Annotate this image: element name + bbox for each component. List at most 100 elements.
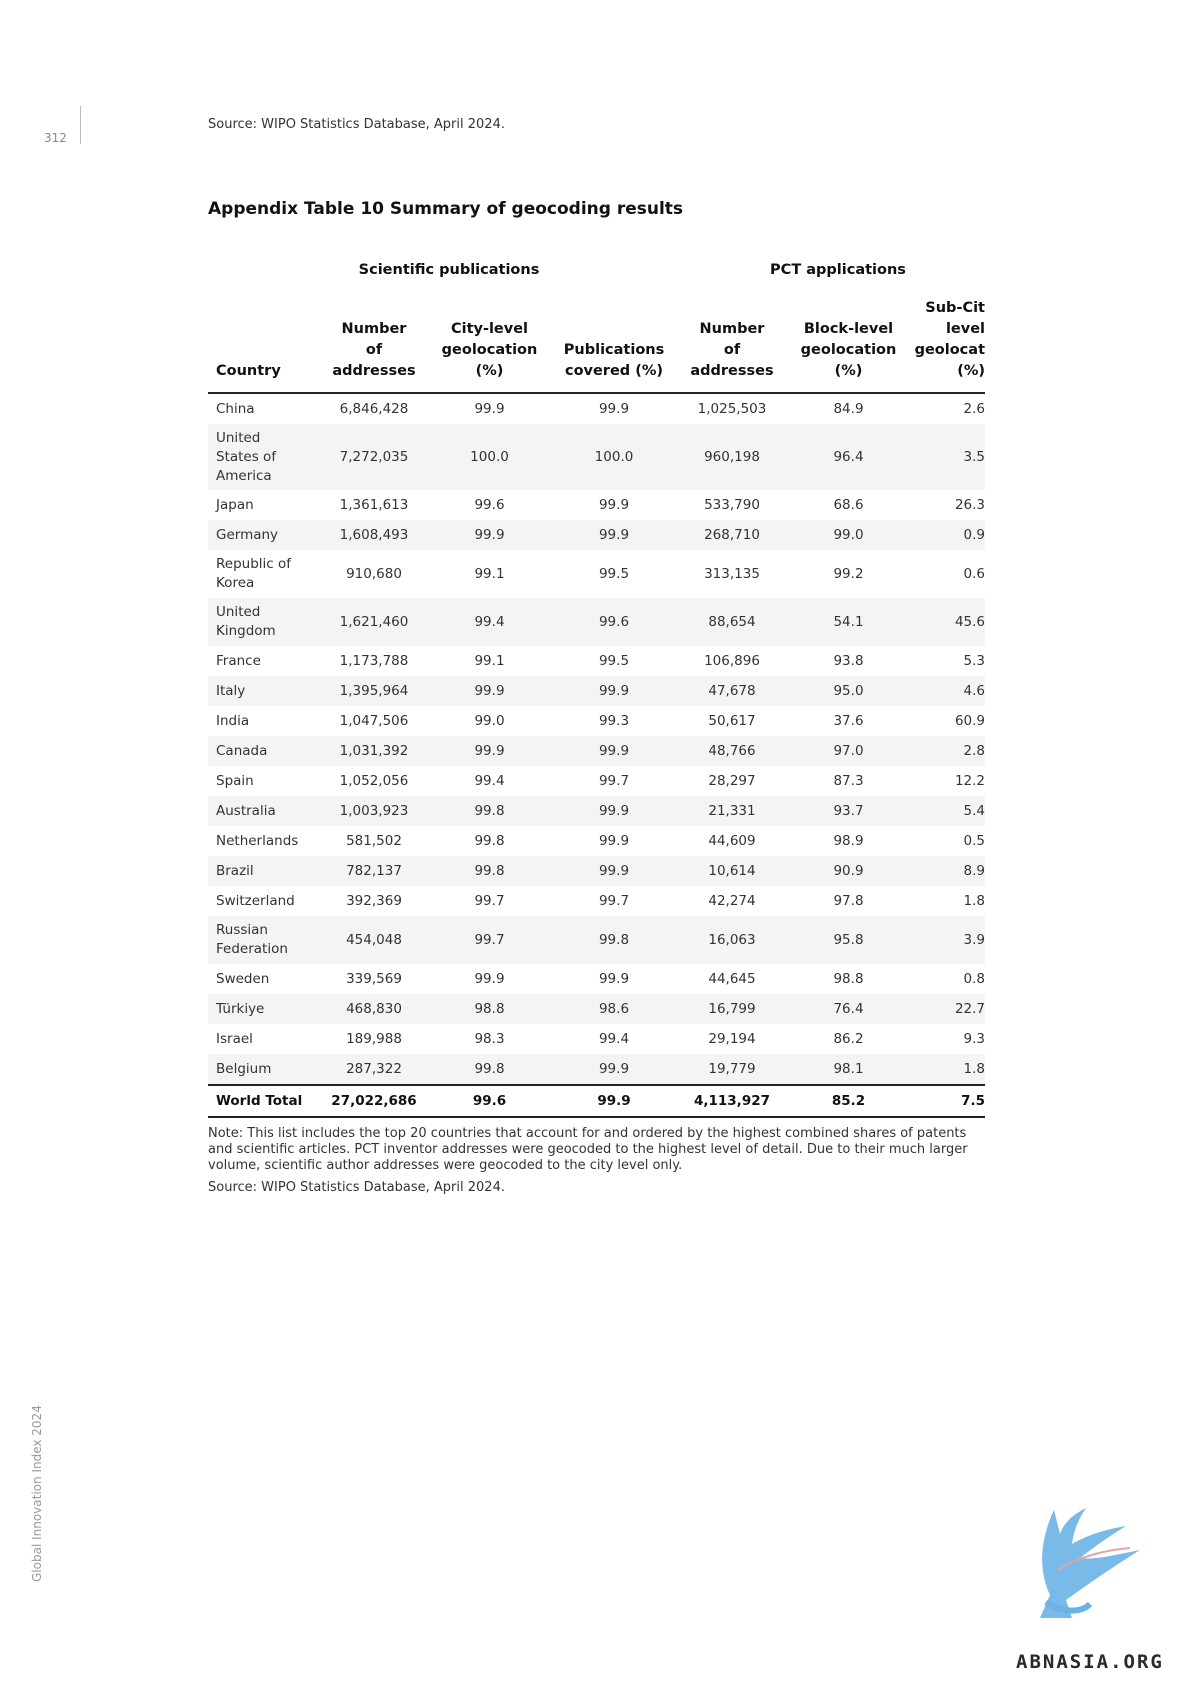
total-pct-addresses: 4,113,927 (673, 1084, 791, 1118)
cell-pubs-covered: 99.6 (555, 598, 673, 646)
cell-city-level: 99.8 (424, 856, 555, 886)
cell-country: Republic of Korea (216, 556, 292, 591)
cell-sci-addresses: 454,048 (324, 916, 424, 964)
cell-city-level: 99.7 (424, 916, 555, 964)
cell-country: Israel (216, 1030, 253, 1047)
cell-pubs-covered: 99.9 (555, 796, 673, 826)
table-row: United States of America 7,272,035 100.0 10… (208, 424, 985, 490)
cell-pubs-covered: 99.7 (598, 772, 630, 789)
cell-pubs-covered: 99.9 (598, 970, 630, 987)
cell-pubs-covered: 99.9 (555, 520, 673, 550)
cell-country: Brazil (208, 856, 324, 886)
cell-sci-addresses: 1,031,392 (324, 736, 424, 766)
cell-country: Russian Federation (208, 916, 324, 964)
total-subcity-level: 7.5 (906, 1084, 985, 1118)
cell-sci-addresses: 339,569 (346, 970, 402, 987)
cell-city-level: 99.9 (424, 736, 555, 766)
cell-pct-addresses: 16,799 (673, 994, 791, 1024)
cell-subcity-level: 2.8 (906, 736, 985, 766)
table-body: China 6,846,428 99.9 99.9 1,025,503 84.9 2.6 Un… (208, 393, 985, 1118)
watermark-logo (1040, 1508, 1140, 1618)
cell-country: United States of America (208, 424, 324, 490)
table-notes: Note: This list includes the top 20 coun… (208, 1126, 988, 1202)
cell-sci-addresses: 189,988 (346, 1030, 402, 1047)
cell-block-level: 99.2 (833, 565, 864, 582)
cell-sci-addresses: 1,361,613 (339, 496, 409, 513)
table-row: Israel 189,988 98.3 99.4 29,194 86.2 9.3 (208, 1024, 985, 1054)
cell-city-level: 99.1 (474, 652, 505, 669)
table-row: Spain 1,052,056 99.4 99.7 28,297 87.3 12.2 (208, 766, 985, 796)
cell-sci-addresses: 1,047,506 (339, 712, 409, 729)
cell-pubs-covered: 99.3 (598, 712, 630, 729)
cell-country: Italy (208, 676, 324, 706)
cell-subcity-level: 5.4 (906, 796, 985, 826)
cell-subcity-level: 3.9 (906, 916, 985, 964)
cell-subcity-level: 26.3 (954, 496, 985, 513)
cell-subcity-level: 12.2 (954, 772, 985, 789)
cell-pct-addresses: 960,198 (673, 424, 791, 490)
cell-subcity-level: 0.5 (963, 832, 985, 849)
cell-pubs-covered: 99.5 (598, 652, 630, 669)
cell-pct-addresses: 19,779 (673, 1054, 791, 1085)
cell-subcity-level: 1.8 (963, 892, 985, 909)
total-pubs-covered: 99.9 (555, 1084, 673, 1118)
cell-pct-addresses: 48,766 (673, 736, 791, 766)
cell-country: United Kingdom (208, 598, 324, 646)
cell-subcity-level: 9.3 (963, 1030, 985, 1047)
total-city-level: 99.6 (424, 1084, 555, 1118)
source-text: Source: WIPO Statistics Database, April … (208, 1180, 505, 1195)
table-row: Sweden 339,569 99.9 99.9 44,645 98.8 0.8 (208, 964, 985, 994)
cell-city-level: 99.7 (474, 892, 505, 909)
cell-city-level: 99.9 (424, 676, 555, 706)
cell-pubs-covered: 99.9 (555, 676, 673, 706)
header-row: Country Number of addresses City-level g… (208, 298, 985, 394)
cell-pubs-covered: 99.9 (598, 400, 630, 417)
cell-city-level: 98.8 (424, 994, 555, 1024)
cell-subcity-level: 0.9 (906, 520, 985, 550)
cell-sci-addresses: 287,322 (324, 1054, 424, 1085)
cell-pct-addresses: 42,274 (708, 892, 756, 909)
cell-city-level: 99.8 (474, 832, 505, 849)
cell-block-level: 98.8 (833, 970, 864, 987)
cell-block-level: 98.1 (791, 1054, 906, 1085)
group-header-scientific: Scientific publications (358, 262, 540, 278)
cell-pubs-covered: 100.0 (555, 424, 673, 490)
cell-sci-addresses: 7,272,035 (324, 424, 424, 490)
table-row: Netherlands 581,502 99.8 99.9 44,609 98.9 0.5 (208, 826, 985, 856)
cell-city-level: 99.0 (474, 712, 505, 729)
cell-block-level: 90.9 (791, 856, 906, 886)
cell-city-level: 99.9 (424, 520, 555, 550)
cell-country: France (216, 652, 261, 669)
header-sci-addresses: Number of addresses (324, 298, 424, 394)
header-subcity-level: Sub-Cit level geolocat (%) (906, 298, 985, 394)
cell-sci-addresses: 581,502 (346, 832, 402, 849)
table-row: China 6,846,428 99.9 99.9 1,025,503 84.9 2.6 (208, 393, 985, 424)
total-sci-addresses: 27,022,686 (324, 1084, 424, 1118)
table-row: Brazil 782,137 99.8 99.9 10,614 90.9 8.9 (208, 856, 985, 886)
cell-pubs-covered: 99.9 (598, 832, 630, 849)
cell-block-level: 95.8 (791, 916, 906, 964)
cell-pubs-covered: 99.9 (555, 1054, 673, 1085)
cell-pct-addresses: 88,654 (673, 598, 791, 646)
cell-country: Türkiye (208, 994, 324, 1024)
table-title: Appendix Table 10 Summary of geocoding r… (208, 199, 684, 219)
cell-country: Germany (208, 520, 324, 550)
group-header-pct: PCT applications (770, 262, 906, 278)
cell-city-level: 99.4 (424, 598, 555, 646)
cell-country: Switzerland (216, 892, 295, 909)
cell-block-level: 95.0 (791, 676, 906, 706)
cell-block-level: 97.8 (833, 892, 864, 909)
cell-subcity-level: 3.5 (906, 424, 985, 490)
cell-country: Australia (208, 796, 324, 826)
cell-subcity-level: 0.8 (963, 970, 985, 987)
cell-country: Canada (208, 736, 324, 766)
cell-block-level: 99.0 (791, 520, 906, 550)
cell-sci-addresses: 910,680 (346, 565, 402, 582)
cell-country: Japan (216, 496, 254, 513)
cell-pct-addresses: 44,609 (708, 832, 756, 849)
header-subcity-text: Sub-Cit level geolocat (%) (914, 300, 985, 379)
cell-subcity-level: 60.9 (954, 712, 985, 729)
cell-subcity-level: 1.8 (906, 1054, 985, 1085)
cell-country: Sweden (216, 970, 270, 987)
cell-pct-addresses: 10,614 (673, 856, 791, 886)
